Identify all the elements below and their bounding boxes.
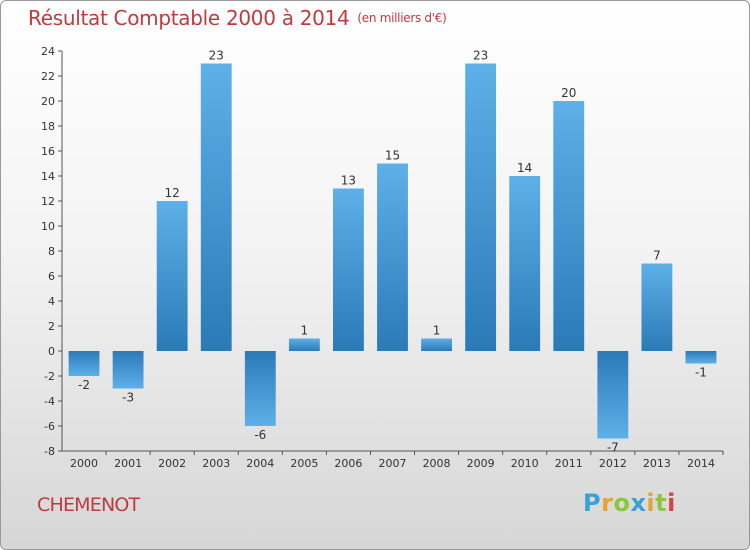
chart-title: Résultat Comptable 2000 à 2014 (en millie… <box>28 6 447 30</box>
logo-letter: x <box>630 489 647 517</box>
bar-2013 <box>641 263 673 351</box>
data-label-2001: -3 <box>122 391 134 405</box>
bar-2001 <box>112 351 144 389</box>
x-tick-label: 2000 <box>70 457 98 470</box>
logo-letter: r <box>601 489 614 517</box>
x-tick-label: 2012 <box>599 457 627 470</box>
y-tick-label: 20 <box>41 95 55 108</box>
data-label-2000: -2 <box>78 378 90 392</box>
y-tick-label: 4 <box>48 295 55 308</box>
y-tick-label: -2 <box>44 370 55 383</box>
commune-name: CHEMENOT <box>37 494 140 516</box>
bar-2005 <box>288 338 320 351</box>
x-tick-label: 2006 <box>334 457 362 470</box>
bar-2010 <box>509 176 541 351</box>
x-tick-label: 2007 <box>379 457 407 470</box>
y-tick-label: 24 <box>41 45 55 58</box>
bar-2002 <box>156 201 188 351</box>
logo-letter: t <box>655 489 668 517</box>
bar-2012 <box>597 351 629 439</box>
x-tick-label: 2011 <box>555 457 583 470</box>
y-tick-label: 2 <box>48 320 55 333</box>
y-tick-label: -4 <box>44 395 55 408</box>
chart-subtitle: (en milliers d'€) <box>357 11 447 25</box>
x-tick-label: 2014 <box>687 457 715 470</box>
data-label-2007: 15 <box>385 149 400 163</box>
data-label-2012: -7 <box>607 441 619 455</box>
x-tick-label: 2013 <box>643 457 671 470</box>
logo-letter: i <box>667 489 676 517</box>
x-tick-label: 2010 <box>511 457 539 470</box>
data-label-2014: -1 <box>695 366 707 380</box>
proxiti-logo[interactable]: Proxiti <box>583 489 676 517</box>
y-tick-label: 10 <box>41 220 55 233</box>
x-tick-label: 2004 <box>246 457 274 470</box>
bar-2004 <box>244 351 276 426</box>
bars <box>68 63 717 439</box>
data-labels: -2 -3 12 23 -6 1 13 15 1 23 14 20 -7 7 -1 <box>78 49 707 455</box>
y-tick-label: 16 <box>41 145 55 158</box>
y-tick-label: -6 <box>44 420 55 433</box>
logo-letter: o <box>613 489 631 517</box>
data-label-2011: 20 <box>561 86 576 100</box>
data-label-2005: 1 <box>301 324 309 338</box>
y-tick-label: -8 <box>44 445 55 458</box>
bar-2011 <box>553 101 585 351</box>
logo-letter: i <box>646 489 656 517</box>
title-text: Résultat Comptable 2000 à 2014 <box>28 6 350 30</box>
data-label-2004: -6 <box>254 428 266 442</box>
bar-2009 <box>465 63 497 351</box>
bar-2008 <box>421 338 452 351</box>
x-tick-label: 2003 <box>202 457 230 470</box>
bar-2006 <box>333 188 364 351</box>
bar-2014 <box>685 351 717 364</box>
y-tick-label: 14 <box>41 170 55 183</box>
logo-letter: P <box>583 489 602 517</box>
x-tick-label: 2001 <box>114 457 142 470</box>
data-label-2010: 14 <box>517 161 532 175</box>
y-tick-label: 18 <box>41 120 55 133</box>
data-label-2009: 23 <box>473 49 488 63</box>
data-label-2008: 1 <box>433 324 441 338</box>
bar-2000 <box>68 351 100 376</box>
y-tick-label: 0 <box>48 345 55 358</box>
x-tick-label: 2008 <box>423 457 451 470</box>
x-tick-label: 2002 <box>158 457 186 470</box>
data-label-2003: 23 <box>209 49 224 63</box>
data-label-2013: 7 <box>653 249 661 263</box>
x-tick-label: 2005 <box>290 457 318 470</box>
bar-2003 <box>200 63 232 351</box>
y-tick-label: 6 <box>48 270 55 283</box>
data-label-2006: 13 <box>341 174 356 188</box>
data-label-2002: 12 <box>165 186 180 200</box>
y-tick-label: 22 <box>41 70 55 83</box>
x-tick-label: 2009 <box>467 457 495 470</box>
y-tick-label: 8 <box>48 245 55 258</box>
y-tick-label: 12 <box>41 195 55 208</box>
bar-2007 <box>377 163 408 351</box>
